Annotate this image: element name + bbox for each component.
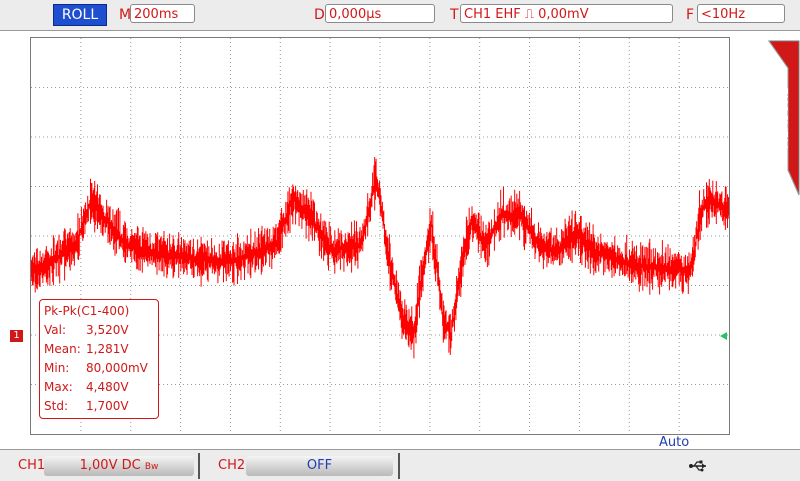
measurement-label: Mean: <box>44 342 81 356</box>
measurement-row: Max: 4,480V <box>44 378 158 397</box>
timebase-field[interactable]: 200ms <box>130 4 195 23</box>
ch1-settings-button[interactable]: 1,00V DC Bw <box>44 456 194 476</box>
trigger-status: Auto <box>659 435 690 450</box>
ch1-waveform-trace <box>31 157 729 359</box>
ch1-scale-coupling: 1,00V DC <box>79 458 141 473</box>
ch1-bandwidth-limit: Bw <box>144 462 159 472</box>
measurement-row: Min: 80,000mV <box>44 359 158 378</box>
timebase-tag: M <box>119 7 132 23</box>
measurement-row: Std: 1,700V <box>44 397 158 416</box>
frequency-field[interactable]: <10Hz <box>697 4 785 23</box>
delay-tag: D <box>314 7 325 23</box>
measure-menu-label-wrap: MEASURE <box>768 40 800 196</box>
status-separator <box>398 453 400 479</box>
bottom-status-bar: CH1 1,00V DC Bw CH2 OFF <box>0 449 800 481</box>
top-status-bar: ROLL M 200ms D 0,000µs T CH1 EHF ⎍ 0,00m… <box>0 0 800 31</box>
trigger-level-arrow-icon[interactable] <box>720 332 727 340</box>
measurement-value: 4,480V <box>86 380 129 394</box>
ch1-label: CH1 <box>18 458 46 473</box>
ch1-ground-marker-icon[interactable]: 1 <box>10 330 23 342</box>
measurement-label: Min: <box>44 361 70 375</box>
measurement-value: 1,281V <box>86 342 129 356</box>
measurement-label: Std: <box>44 399 68 413</box>
ch2-label: CH2 <box>218 458 246 473</box>
status-separator <box>198 453 200 479</box>
measure-menu-tab[interactable]: MEASURE <box>768 40 800 196</box>
trigger-tag: T <box>450 7 459 23</box>
measurement-panel: Pk-Pk(C1-400) Val: 3,520V Mean: 1,281V Min… <box>39 299 159 419</box>
measurement-label: Val: <box>44 323 67 337</box>
measurement-row: Val: 3,520V <box>44 321 158 340</box>
measurement-label: Max: <box>44 380 73 394</box>
menu-tab-shape <box>768 40 800 196</box>
usb-icon <box>689 460 706 472</box>
ch2-state: OFF <box>306 458 333 473</box>
measurement-title: Pk-Pk(C1-400) <box>44 304 130 318</box>
measurement-value: 80,000mV <box>86 361 148 375</box>
frequency-tag: F <box>686 7 695 23</box>
ch2-settings-button[interactable]: OFF <box>246 456 393 476</box>
measurement-value: 1,700V <box>86 399 129 413</box>
acquisition-mode-badge[interactable]: ROLL <box>53 4 107 26</box>
delay-field[interactable]: 0,000µs <box>325 4 435 23</box>
measure-menu-label: MEASURE <box>777 87 791 149</box>
measurement-row: Mean: 1,281V <box>44 340 158 359</box>
measurement-value: 3,520V <box>86 323 129 337</box>
trigger-field[interactable]: CH1 EHF ⎍ 0,00mV <box>460 4 673 23</box>
